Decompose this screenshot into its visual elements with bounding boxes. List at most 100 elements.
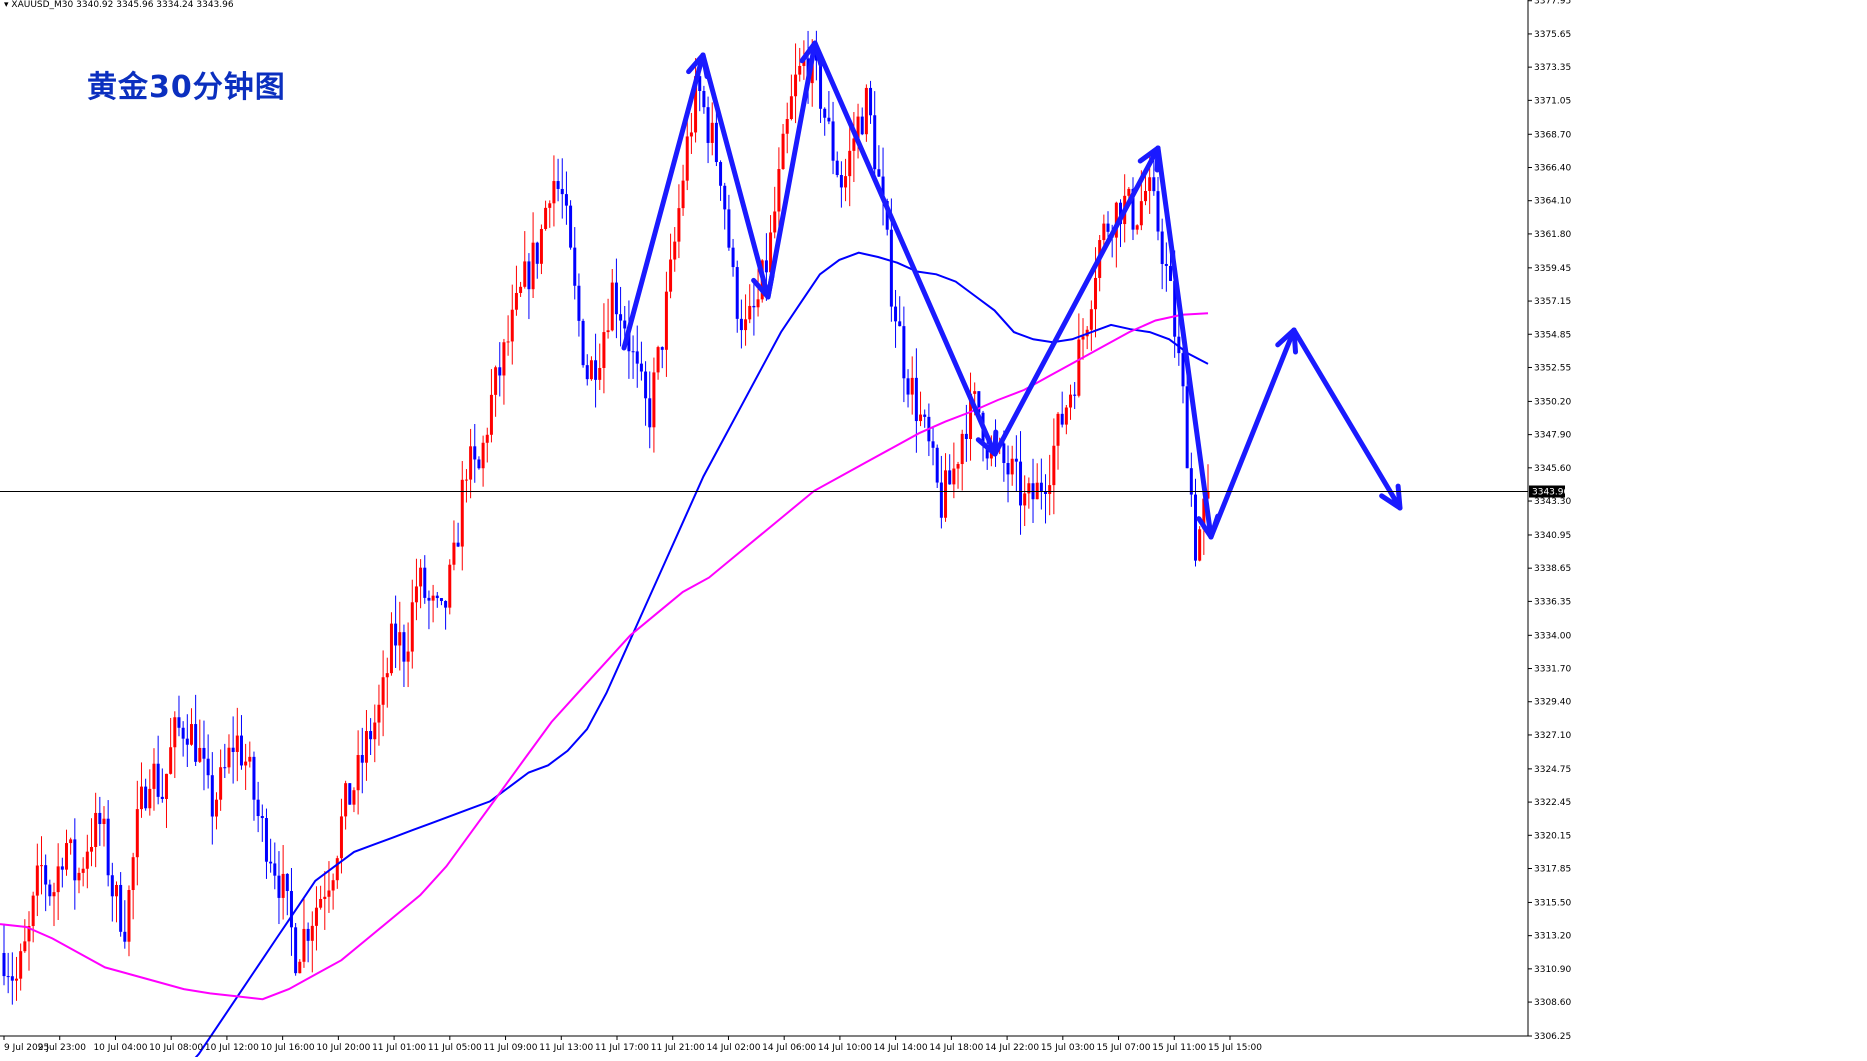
candle-body xyxy=(502,342,506,376)
candle xyxy=(1052,418,1056,515)
candle-body xyxy=(1073,394,1077,396)
zigzag-arrow xyxy=(992,145,1161,457)
ma-fast-line xyxy=(191,251,1209,1061)
candle xyxy=(948,454,952,485)
candle xyxy=(364,710,368,781)
candle-body xyxy=(939,482,943,518)
candle-body xyxy=(1044,491,1048,494)
candle-body xyxy=(310,925,314,941)
x-tick-label: 14 Jul 22:00 xyxy=(985,1043,1039,1053)
candle xyxy=(406,622,410,688)
candle-body xyxy=(956,464,960,469)
moving-averages-layer xyxy=(0,251,1209,1061)
candle xyxy=(256,781,260,833)
candle xyxy=(431,584,435,623)
x-tick-label: 10 Jul 04:00 xyxy=(93,1043,147,1053)
candle-body xyxy=(273,863,277,876)
candle-body xyxy=(648,398,652,428)
candle xyxy=(60,857,64,888)
candle-body xyxy=(60,866,64,870)
candle xyxy=(1081,318,1085,360)
candle xyxy=(448,559,452,615)
candle xyxy=(531,212,535,298)
candle-body xyxy=(664,291,668,350)
candle-body xyxy=(964,433,968,439)
candle-body xyxy=(631,351,635,353)
candle xyxy=(1019,431,1023,535)
candle-body xyxy=(177,717,181,728)
candle-body xyxy=(481,442,485,469)
axes-layer: 3377.95 3375.65 3373.35 3371.05 3368.70 3366.… xyxy=(0,0,1571,1053)
candle-body xyxy=(706,107,710,143)
candle xyxy=(148,769,152,816)
candle-body xyxy=(373,722,377,740)
candle-body xyxy=(414,586,418,603)
candle-body xyxy=(531,242,535,290)
candle xyxy=(427,590,431,630)
candle-body xyxy=(894,306,898,322)
annotation-arrows-layer xyxy=(621,40,1403,540)
candle-body xyxy=(206,758,210,776)
candle-body xyxy=(169,747,173,774)
candle xyxy=(377,684,381,746)
candle xyxy=(239,715,243,770)
candle-body xyxy=(1169,265,1173,281)
candle xyxy=(1131,177,1135,241)
candle-body xyxy=(944,470,948,518)
candle-body xyxy=(1139,201,1143,226)
candle xyxy=(277,851,281,925)
candle-body xyxy=(585,365,589,380)
candle-body xyxy=(39,865,43,867)
candle xyxy=(823,107,827,136)
candle-body xyxy=(573,247,577,286)
candle-body xyxy=(73,839,77,881)
y-tick-label: 3377.95 xyxy=(1534,0,1571,7)
arrow-shaft xyxy=(1208,327,1297,540)
y-tick-label: 3340.95 xyxy=(1534,531,1571,541)
candle-body xyxy=(614,282,618,315)
y-tick-label: 3310.90 xyxy=(1534,965,1571,975)
zigzag-arrow xyxy=(1155,145,1221,540)
candle-body xyxy=(960,433,964,465)
candle-body xyxy=(798,65,802,75)
x-tick-label: 11 Jul 17:00 xyxy=(595,1043,649,1053)
candle xyxy=(748,284,752,324)
candle-body xyxy=(748,305,752,320)
candle xyxy=(594,333,598,408)
y-tick-label: 3317.85 xyxy=(1534,865,1571,875)
candle xyxy=(48,879,52,906)
candle-body xyxy=(210,775,214,817)
candle-body xyxy=(564,194,568,206)
candle xyxy=(273,842,277,890)
candle-body xyxy=(560,188,564,195)
candle xyxy=(727,194,731,251)
candle-body xyxy=(198,747,202,762)
candle-body xyxy=(839,175,843,188)
candle-body xyxy=(410,602,414,652)
candle-body xyxy=(1014,458,1018,462)
candle-body xyxy=(669,259,673,292)
candle-body xyxy=(360,755,364,763)
candle xyxy=(1185,368,1189,469)
candle-body xyxy=(431,595,435,601)
candle xyxy=(131,852,135,920)
candle-body xyxy=(127,890,131,942)
candle xyxy=(419,559,423,609)
candle-body xyxy=(598,367,602,380)
candle xyxy=(714,110,718,167)
candle xyxy=(206,734,210,789)
candle xyxy=(906,369,910,408)
candle-body xyxy=(656,347,660,373)
candle-body xyxy=(589,360,593,380)
candle-body xyxy=(969,393,973,439)
candle xyxy=(27,911,31,971)
y-tick-label: 3336.35 xyxy=(1534,597,1571,607)
candle xyxy=(1189,452,1193,507)
candle xyxy=(248,741,252,768)
candle-body xyxy=(52,892,56,897)
candle-body xyxy=(935,447,939,483)
candle-body xyxy=(114,884,118,897)
zigzag-arrow xyxy=(1291,327,1403,511)
candle-body xyxy=(1185,386,1189,469)
candle-body xyxy=(689,132,693,137)
